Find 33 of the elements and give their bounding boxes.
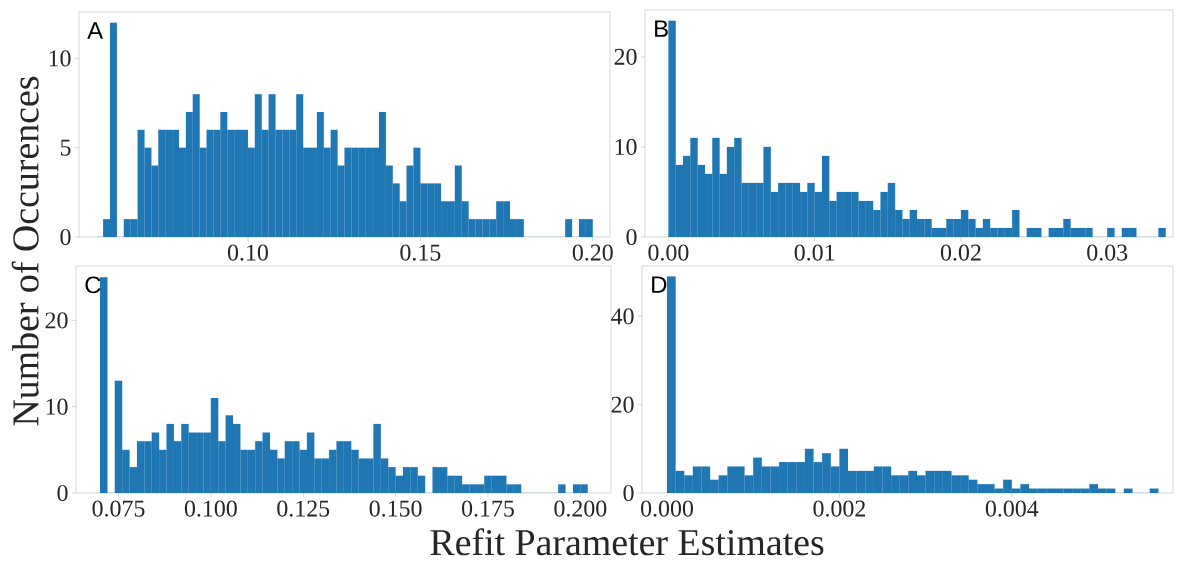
x-tick-label: 0.150 [369,500,422,517]
x-tick-label: 0.02 [940,244,981,261]
chart-title: D [652,276,667,293]
x-tick-label: 0.002 [813,500,865,517]
y-tick-label: 40 [611,308,634,325]
x-tick-label: 0.10 [227,244,268,261]
x-tick-label: 0.03 [1087,244,1128,261]
chart-title: A [87,22,104,39]
y-axis-title: Number of Occurences [11,76,39,426]
x-tick-label: 0.000 [641,500,693,517]
x-tick-label: 0.01 [794,244,835,261]
y-tick-label: 20 [45,312,68,329]
y-tick-label: 20 [611,396,634,413]
x-tick-label: 0.00 [648,244,689,261]
x-tick-label: 0.125 [277,500,330,517]
y-tick-label: 10 [615,138,637,155]
y-tick-label: 10 [49,50,71,67]
x-tick-label: 0.200 [554,500,607,517]
x-tick-label: 0.100 [184,500,237,517]
x-tick-label: 0.15 [400,244,441,261]
chart-title: B [655,20,668,37]
x-tick-label: 0.175 [461,500,514,517]
x-tick-label: 0.075 [92,500,145,517]
y-tick-label: 10 [46,398,68,415]
x-tick-label: 0.20 [572,244,613,261]
y-tick-label: 0 [623,484,634,502]
y-tick-label: 5 [60,139,71,156]
y-tick-label: 20 [614,48,637,65]
y-tick-label: 0 [57,484,68,502]
x-axis-title: Refit Parameter Estimates [430,528,824,556]
x-tick-label: 0.004 [985,500,1039,517]
y-tick-label: 0 [60,228,71,246]
y-tick-label: 0 [626,228,637,246]
